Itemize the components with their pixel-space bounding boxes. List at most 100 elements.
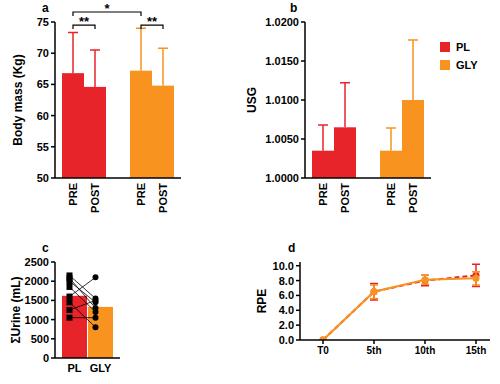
- y-tick-label: 2.0: [279, 319, 294, 331]
- y-tick-label: 75: [37, 16, 49, 28]
- panel-letter: c: [42, 241, 49, 255]
- pair-line: [70, 302, 96, 327]
- y-tick-label: 1500: [25, 294, 49, 306]
- y-tick: [301, 99, 305, 101]
- marks: [62, 272, 113, 358]
- y-tick-label: 8.0: [279, 275, 294, 287]
- y-tick: [301, 21, 305, 23]
- x-tick-label: POST: [89, 183, 101, 213]
- y-axis-title: ΣUrine (mL): [9, 276, 23, 343]
- pair-line: [70, 300, 96, 310]
- y-tick-label: 500: [31, 333, 49, 345]
- x-tick-label: PRE: [67, 183, 79, 206]
- y-tick: [51, 338, 55, 340]
- y-axis-title: USG: [245, 87, 259, 113]
- y-tick: [51, 52, 55, 54]
- y-tick-label: 1.0050: [265, 133, 299, 145]
- pair-line: [70, 317, 96, 318]
- x-axis: [300, 339, 490, 341]
- error-bar: [136, 28, 146, 70]
- bar: [130, 71, 152, 178]
- x-tick-label: POST: [157, 183, 169, 213]
- subject-point: [67, 278, 73, 284]
- marks: [320, 264, 481, 340]
- panel-d: T05th10th15th0.02.04.06.08.010.0RPEd: [255, 241, 490, 356]
- error-bar: [408, 40, 418, 100]
- y-tick-label: 2000: [25, 275, 49, 287]
- significance-label: **: [147, 14, 158, 29]
- panel-letter: d: [288, 241, 295, 255]
- significance-label: *: [104, 1, 110, 16]
- y-tick-label: 1.0000: [265, 172, 299, 184]
- error-bar: [370, 284, 378, 300]
- panel-b: PREPOSTPREPOST1.00001.00501.01001.01501.…: [245, 1, 478, 213]
- bar: [380, 151, 402, 178]
- legend-label: PL: [456, 41, 470, 53]
- error-bar: [90, 50, 100, 87]
- significance-label: **: [79, 14, 90, 29]
- error-bar: [472, 264, 480, 286]
- marker: [422, 277, 429, 284]
- series-line: [323, 275, 476, 340]
- marks: [62, 28, 174, 178]
- x-tick-label: T0: [317, 345, 329, 356]
- error-bar: [472, 272, 480, 285]
- error-bar: [370, 285, 378, 298]
- error-bar: [68, 33, 78, 74]
- x-tick-label: POST: [407, 183, 419, 213]
- bar: [312, 151, 334, 178]
- pair-line: [70, 278, 96, 308]
- bar: [62, 73, 84, 178]
- subject-point: [67, 315, 73, 321]
- y-tick: [296, 280, 300, 282]
- pair-line: [70, 287, 96, 312]
- y-tick: [51, 300, 55, 302]
- y-tick: [296, 310, 300, 312]
- x-axis: [55, 357, 120, 359]
- legend-swatch: [440, 42, 450, 52]
- legend-swatch: [440, 60, 450, 70]
- y-tick: [51, 280, 55, 282]
- y-axis: [54, 22, 56, 178]
- marker: [371, 288, 378, 295]
- x-tick-label: 15th: [466, 345, 487, 356]
- error-bar: [158, 48, 168, 85]
- y-axis-title: RPE: [255, 289, 269, 314]
- bar: [334, 127, 356, 178]
- error-bar: [421, 275, 429, 285]
- y-axis: [54, 262, 56, 358]
- y-tick: [51, 357, 55, 359]
- y-tick: [296, 265, 300, 267]
- pair-line: [70, 275, 96, 298]
- legend-label: GLY: [456, 59, 478, 71]
- y-tick: [51, 177, 55, 179]
- subject-point: [93, 324, 99, 330]
- bar: [402, 100, 424, 178]
- y-axis: [299, 262, 301, 340]
- subject-point: [67, 307, 73, 313]
- subject-point: [93, 297, 99, 303]
- marker: [473, 275, 480, 282]
- y-tick: [296, 324, 300, 326]
- subject-point: [93, 309, 99, 315]
- marker: [371, 288, 378, 295]
- subject-point: [67, 299, 73, 305]
- x-tick-label: PRE: [317, 183, 329, 206]
- bar: [88, 307, 113, 358]
- y-tick: [51, 21, 55, 23]
- y-tick: [51, 261, 55, 263]
- error-bar: [340, 83, 350, 127]
- x-tick-label: PRE: [135, 183, 147, 206]
- y-tick: [301, 60, 305, 62]
- x-tick: [424, 340, 426, 344]
- y-tick-label: 55: [37, 141, 49, 153]
- y-tick-label: 1.0150: [265, 55, 299, 67]
- subject-point: [93, 315, 99, 321]
- y-tick-label: 65: [37, 78, 49, 90]
- y-tick: [51, 84, 55, 86]
- error-bar: [421, 275, 429, 284]
- y-tick-label: 60: [37, 110, 49, 122]
- y-tick-label: 0.0: [279, 334, 294, 346]
- x-tick-label: PL: [67, 362, 81, 374]
- y-tick-label: 4.0: [279, 304, 294, 316]
